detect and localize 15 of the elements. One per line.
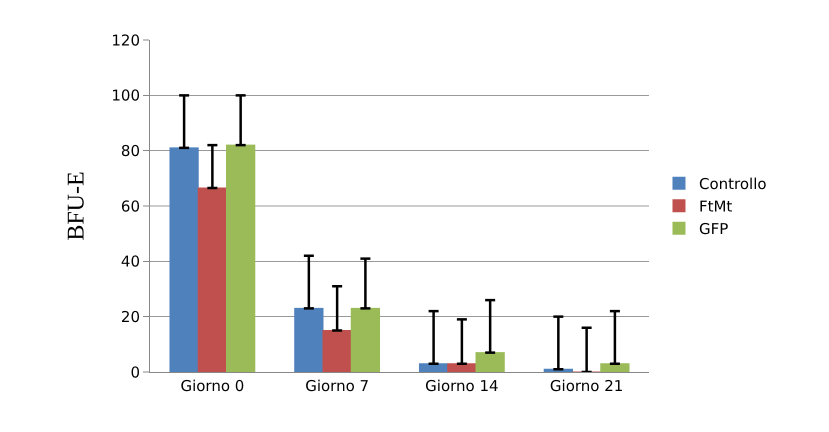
y-tick-label: 40 [120,252,140,271]
y-tick-label: 100 [111,86,140,105]
x-tick-label: Giorno 0 [180,377,244,395]
y-tick-label: 0 [130,363,140,382]
legend-label: FtMt [698,198,732,216]
legend-label: GFP [698,220,728,238]
y-axis-title: BFU-E [63,171,90,241]
y-tick-label: 20 [120,308,140,326]
y-tick-label: 80 [120,142,140,160]
x-tick-label: Giorno 7 [305,377,370,395]
y-tick-label: 120 [111,31,140,50]
legend-label: Controllo [698,175,767,194]
x-tick-label: Giorno 14 [425,377,499,395]
y-tick-label: 60 [120,197,140,216]
x-tick-label: Giorno 21 [550,377,624,395]
